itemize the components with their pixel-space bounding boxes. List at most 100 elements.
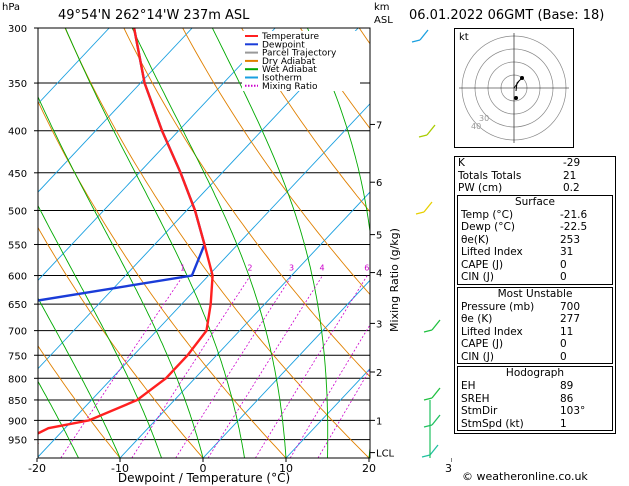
storm-motion-marker bbox=[514, 96, 518, 100]
temperature-tick-label: 20 bbox=[362, 462, 376, 475]
legend-entry: Dewpoint bbox=[262, 40, 305, 50]
pressure-tick-label: 700 bbox=[8, 327, 27, 338]
wind-barbs bbox=[411, 29, 441, 458]
mixing-ratio-label: 10 bbox=[423, 264, 433, 273]
isotherm bbox=[368, 456, 370, 458]
temperature-tick-label: 10 bbox=[279, 462, 293, 475]
altitude-tick-label: 6 bbox=[376, 178, 382, 189]
surface-row: Dewp (°C) -22.5 bbox=[461, 221, 588, 233]
wet-adiabat bbox=[64, 28, 245, 458]
hodograph-ring-label: 40 bbox=[471, 122, 481, 131]
pw-row: PW (cm) 0.2 bbox=[458, 182, 580, 194]
isotherm bbox=[38, 28, 110, 105]
dry-adiabat bbox=[300, 28, 370, 130]
most-unstable-section: Most Unstable Pressure (mb) 700 θe (K) 277 L… bbox=[457, 286, 613, 364]
altitude-tick-label: 4 bbox=[376, 269, 382, 280]
plot-frame bbox=[37, 27, 371, 459]
most-unstable-title: Most Unstable bbox=[497, 287, 573, 300]
mixing-ratio-label: 2 bbox=[247, 264, 252, 273]
unstable-row: CIN (J) 0 bbox=[461, 350, 567, 363]
hodograph-title: Hodograph bbox=[505, 367, 565, 379]
pressure-tick-label: 800 bbox=[8, 374, 27, 385]
datetime-label: 06.01.2022 06GMT (Base: 18) bbox=[409, 8, 605, 23]
pressure-tick-label: 950 bbox=[8, 436, 27, 447]
hodo_table-row: StmDir 103° bbox=[461, 405, 586, 417]
pressure-tick-label: 850 bbox=[8, 396, 27, 407]
asl-label: ASL bbox=[374, 15, 393, 26]
pressure-tick-label: 900 bbox=[8, 416, 27, 427]
mixing-ratio-line bbox=[60, 275, 184, 458]
legend-entry: Parcel Trajectory bbox=[262, 49, 337, 59]
hodograph-ring-label: 30 bbox=[479, 114, 489, 123]
legend-entry: Dry Adiabat bbox=[262, 57, 316, 67]
hodograph-section: Hodograph EH 89 SREH 86 StmDir 103° StmSpd (kt… bbox=[457, 366, 613, 431]
mixing-ratio-line bbox=[131, 275, 251, 458]
surface-row: CAPE (J) 0 bbox=[461, 258, 567, 271]
isotherm bbox=[38, 28, 359, 370]
mixing-ratio-line bbox=[175, 275, 293, 458]
isotherm bbox=[202, 279, 370, 458]
station-location: 49°54'N 262°14'W 237m ASL bbox=[58, 8, 250, 23]
surface-row: Lifted Index 31 bbox=[461, 246, 574, 258]
wet-adiabat bbox=[211, 28, 329, 458]
dry-adiabat bbox=[38, 226, 204, 458]
pressure-tick-label: 750 bbox=[8, 351, 27, 362]
legend-entry: Mixing Ratio bbox=[262, 82, 318, 92]
temperature-tick-label: -10 bbox=[111, 462, 129, 475]
pressure-tick-label: 600 bbox=[8, 272, 27, 283]
unstable-row: Lifted Index 11 bbox=[461, 325, 574, 338]
hpa-label: hPa bbox=[2, 2, 21, 13]
hodo_table-row: StmSpd (kt) 1 bbox=[461, 417, 567, 430]
temperature-tick-label: 30 bbox=[445, 462, 452, 475]
legend-entry: Wet Adiabat bbox=[262, 65, 317, 75]
surface-row: CIN (J) 0 bbox=[461, 271, 567, 283]
wet-adiabat bbox=[38, 297, 121, 458]
unstable-row: θe (K) 277 bbox=[461, 313, 581, 325]
mixing-ratio-label: 3 bbox=[289, 264, 294, 273]
mixing-ratio-label: 4 bbox=[320, 264, 325, 273]
pressure-tick-label: 350 bbox=[8, 79, 27, 90]
skew-t-diagram: 12346810162025 3003504004505005506006507… bbox=[8, 24, 452, 485]
legend-entry: Temperature bbox=[261, 32, 319, 42]
pressure-tick-label: 450 bbox=[8, 169, 27, 180]
legend-entry: Isotherm bbox=[262, 74, 302, 84]
altitude-tick-label: 2 bbox=[376, 368, 382, 379]
temperature-tick-label: 0 bbox=[200, 462, 207, 475]
pressure-tick-label: 650 bbox=[8, 300, 27, 311]
wet-adiabat bbox=[38, 204, 162, 458]
totals-totals-row: Totals Totals 21 bbox=[458, 169, 577, 182]
hodograph-trace bbox=[513, 77, 523, 92]
altitude-tick-label: 5 bbox=[376, 231, 382, 242]
wet-adiabat bbox=[411, 28, 437, 458]
unstable-row: CAPE (J) 0 bbox=[461, 338, 567, 350]
k-index-row: K -29 bbox=[458, 157, 581, 169]
temperature-line bbox=[38, 28, 214, 445]
surface-row: θe(K) 253 bbox=[461, 233, 581, 246]
altitude-tick-label: 3 bbox=[376, 319, 382, 330]
mixing-ratio-label: 6 bbox=[364, 264, 369, 273]
altitude-tick-label: LCL bbox=[376, 449, 395, 460]
isotherm bbox=[38, 28, 276, 281]
surface-title: Surface bbox=[514, 195, 555, 208]
surface-section: Surface Temp (°C) -21.6 Dewp (°C) -22.5 θe(K… bbox=[457, 194, 613, 285]
hodo_table-row: SREH 86 bbox=[461, 392, 574, 405]
wet-adiabat bbox=[38, 95, 204, 458]
dry-adiabat bbox=[123, 28, 370, 378]
indices-panel: K -29 Totals Totals 21 PW (cm) 0.2 Surface … bbox=[454, 156, 616, 434]
wet-adiabat bbox=[306, 28, 370, 458]
isotherm bbox=[285, 367, 370, 458]
isotherm bbox=[119, 191, 370, 458]
km-label: km bbox=[374, 2, 390, 13]
hodograph-kt-label: kt bbox=[459, 32, 469, 43]
mixing-ratio-line bbox=[289, 324, 370, 458]
wet-adiabat bbox=[38, 380, 79, 458]
altitude-tick-label: 7 bbox=[376, 120, 382, 131]
copyright: © weatheronline.co.uk bbox=[462, 470, 588, 483]
dry-adiabat bbox=[38, 345, 121, 458]
dry-adiabat bbox=[64, 28, 370, 458]
isotherm bbox=[38, 103, 370, 458]
temperature-tick-label: -20 bbox=[28, 462, 46, 475]
mixing-ratio-line bbox=[207, 275, 323, 458]
